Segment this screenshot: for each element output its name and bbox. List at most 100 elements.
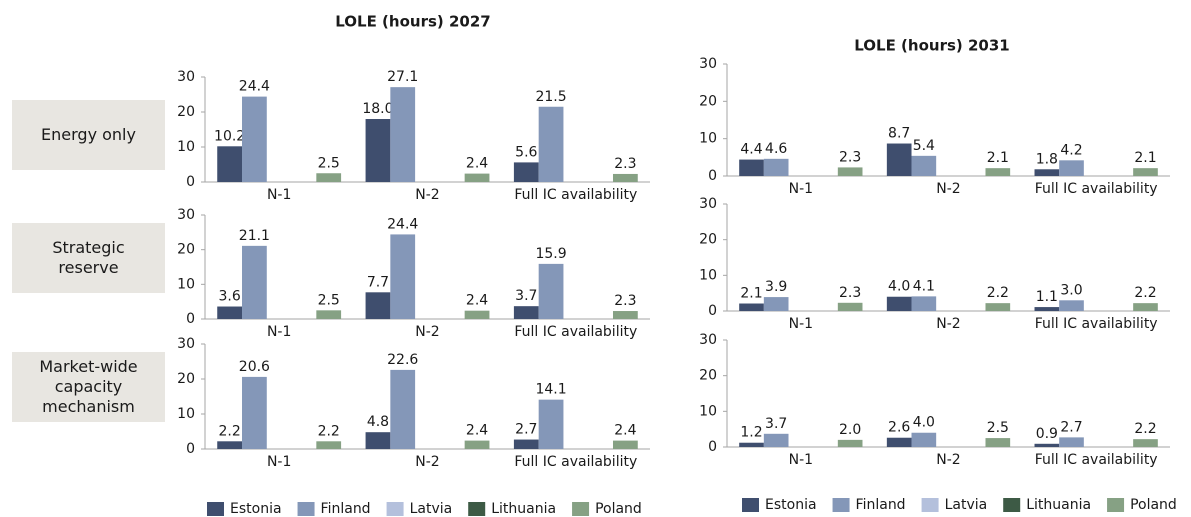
y-tick-label: 30 <box>699 332 717 348</box>
bar <box>911 296 937 311</box>
bar <box>513 306 539 319</box>
bar <box>886 296 912 311</box>
legend-label: Lithuania <box>1026 497 1091 513</box>
value-label: 7.7 <box>367 274 389 290</box>
value-label: 2.1 <box>1134 150 1156 166</box>
bar <box>316 173 342 182</box>
x-tick-label: N-2 <box>415 187 439 203</box>
bar <box>513 162 539 182</box>
value-label: 2.0 <box>839 422 861 438</box>
value-label: 2.5 <box>987 420 1009 436</box>
bar <box>886 143 912 176</box>
value-label: 2.2 <box>218 423 240 439</box>
legend-label: Finland <box>321 501 371 517</box>
bar <box>316 310 342 319</box>
x-tick-label: Full IC availability <box>1035 181 1158 197</box>
bar <box>612 173 638 182</box>
legend-swatch <box>572 502 590 516</box>
bar <box>837 439 863 447</box>
y-tick-label: 10 <box>177 276 195 292</box>
x-tick-label: N-1 <box>789 452 813 468</box>
bar <box>739 303 764 311</box>
row-label: Market-wide capacity mechanism <box>12 352 165 422</box>
value-label: 2.7 <box>515 422 537 438</box>
x-tick-label: N-2 <box>936 181 960 197</box>
legend-label: Finland <box>856 497 906 513</box>
value-label: 4.4 <box>740 142 762 158</box>
bar <box>242 245 267 319</box>
chart-title: LOLE (hours) 2031 <box>854 37 1009 55</box>
x-tick-label: Full IC availability <box>1035 316 1158 332</box>
value-label: 20.6 <box>239 359 270 375</box>
bar <box>217 441 243 449</box>
x-tick-label: N-1 <box>267 454 291 470</box>
value-label: 2.2 <box>318 423 340 439</box>
value-label: 24.4 <box>239 79 270 95</box>
value-label: 4.8 <box>367 414 389 430</box>
y-tick-label: 0 <box>186 311 195 327</box>
x-tick-label: N-1 <box>789 181 813 197</box>
value-label: 4.2 <box>1060 142 1082 158</box>
x-tick-label: N-2 <box>415 324 439 340</box>
x-tick-label: Full IC availability <box>514 187 637 203</box>
value-label: 22.6 <box>387 352 418 368</box>
value-label: 4.0 <box>913 415 935 431</box>
bar <box>1034 169 1060 176</box>
value-label: 3.7 <box>765 416 787 432</box>
x-tick-label: Full IC availability <box>514 454 637 470</box>
value-label: 3.6 <box>218 289 240 305</box>
bar <box>538 263 564 319</box>
value-label: 2.7 <box>1060 419 1082 435</box>
legend-swatch <box>1003 498 1021 512</box>
y-tick-label: 10 <box>699 403 717 419</box>
value-label: 10.2 <box>214 128 245 144</box>
bar <box>763 297 789 311</box>
value-label: 8.7 <box>888 126 910 142</box>
value-label: 2.3 <box>839 149 861 165</box>
chart-title: LOLE (hours) 2027 <box>335 13 490 31</box>
y-tick-label: 10 <box>177 406 195 422</box>
value-label: 2.2 <box>1134 421 1156 437</box>
y-tick-label: 20 <box>699 93 717 109</box>
y-tick-label: 20 <box>699 232 717 248</box>
value-label: 2.3 <box>614 293 636 309</box>
value-label: 2.6 <box>888 420 910 436</box>
bar <box>242 376 267 449</box>
y-tick-label: 10 <box>699 131 717 147</box>
value-label: 2.4 <box>466 156 488 172</box>
value-label: 4.0 <box>888 279 910 295</box>
x-tick-label: Full IC availability <box>1035 452 1158 468</box>
bar <box>763 433 789 447</box>
bar <box>837 302 863 311</box>
bar <box>985 303 1011 311</box>
bar <box>365 119 391 182</box>
y-tick-label: 20 <box>177 242 195 258</box>
bar <box>1034 307 1060 311</box>
value-label: 3.7 <box>515 288 537 304</box>
value-label: 2.3 <box>839 285 861 301</box>
legend-label: Latvia <box>410 501 453 517</box>
value-label: 21.1 <box>239 228 270 244</box>
value-label: 24.4 <box>387 216 418 232</box>
value-label: 1.8 <box>1036 151 1058 167</box>
bar <box>763 158 789 176</box>
y-tick-label: 30 <box>177 336 195 352</box>
bar <box>1133 439 1158 447</box>
bar <box>538 399 564 449</box>
x-tick-label: N-1 <box>267 324 291 340</box>
bar <box>365 292 391 319</box>
legend-swatch <box>832 498 850 512</box>
bar <box>316 441 342 449</box>
bar <box>365 432 391 449</box>
y-tick-label: 30 <box>177 69 195 85</box>
value-label: 15.9 <box>535 246 566 262</box>
y-tick-label: 30 <box>699 56 717 72</box>
legend-swatch <box>207 502 224 516</box>
legend-label: Poland <box>1130 497 1177 513</box>
bar <box>390 234 416 319</box>
legend-swatch <box>468 502 486 516</box>
y-tick-label: 20 <box>177 104 195 120</box>
bar <box>464 310 490 319</box>
x-tick-label: N-2 <box>415 454 439 470</box>
y-tick-label: 30 <box>699 196 717 212</box>
